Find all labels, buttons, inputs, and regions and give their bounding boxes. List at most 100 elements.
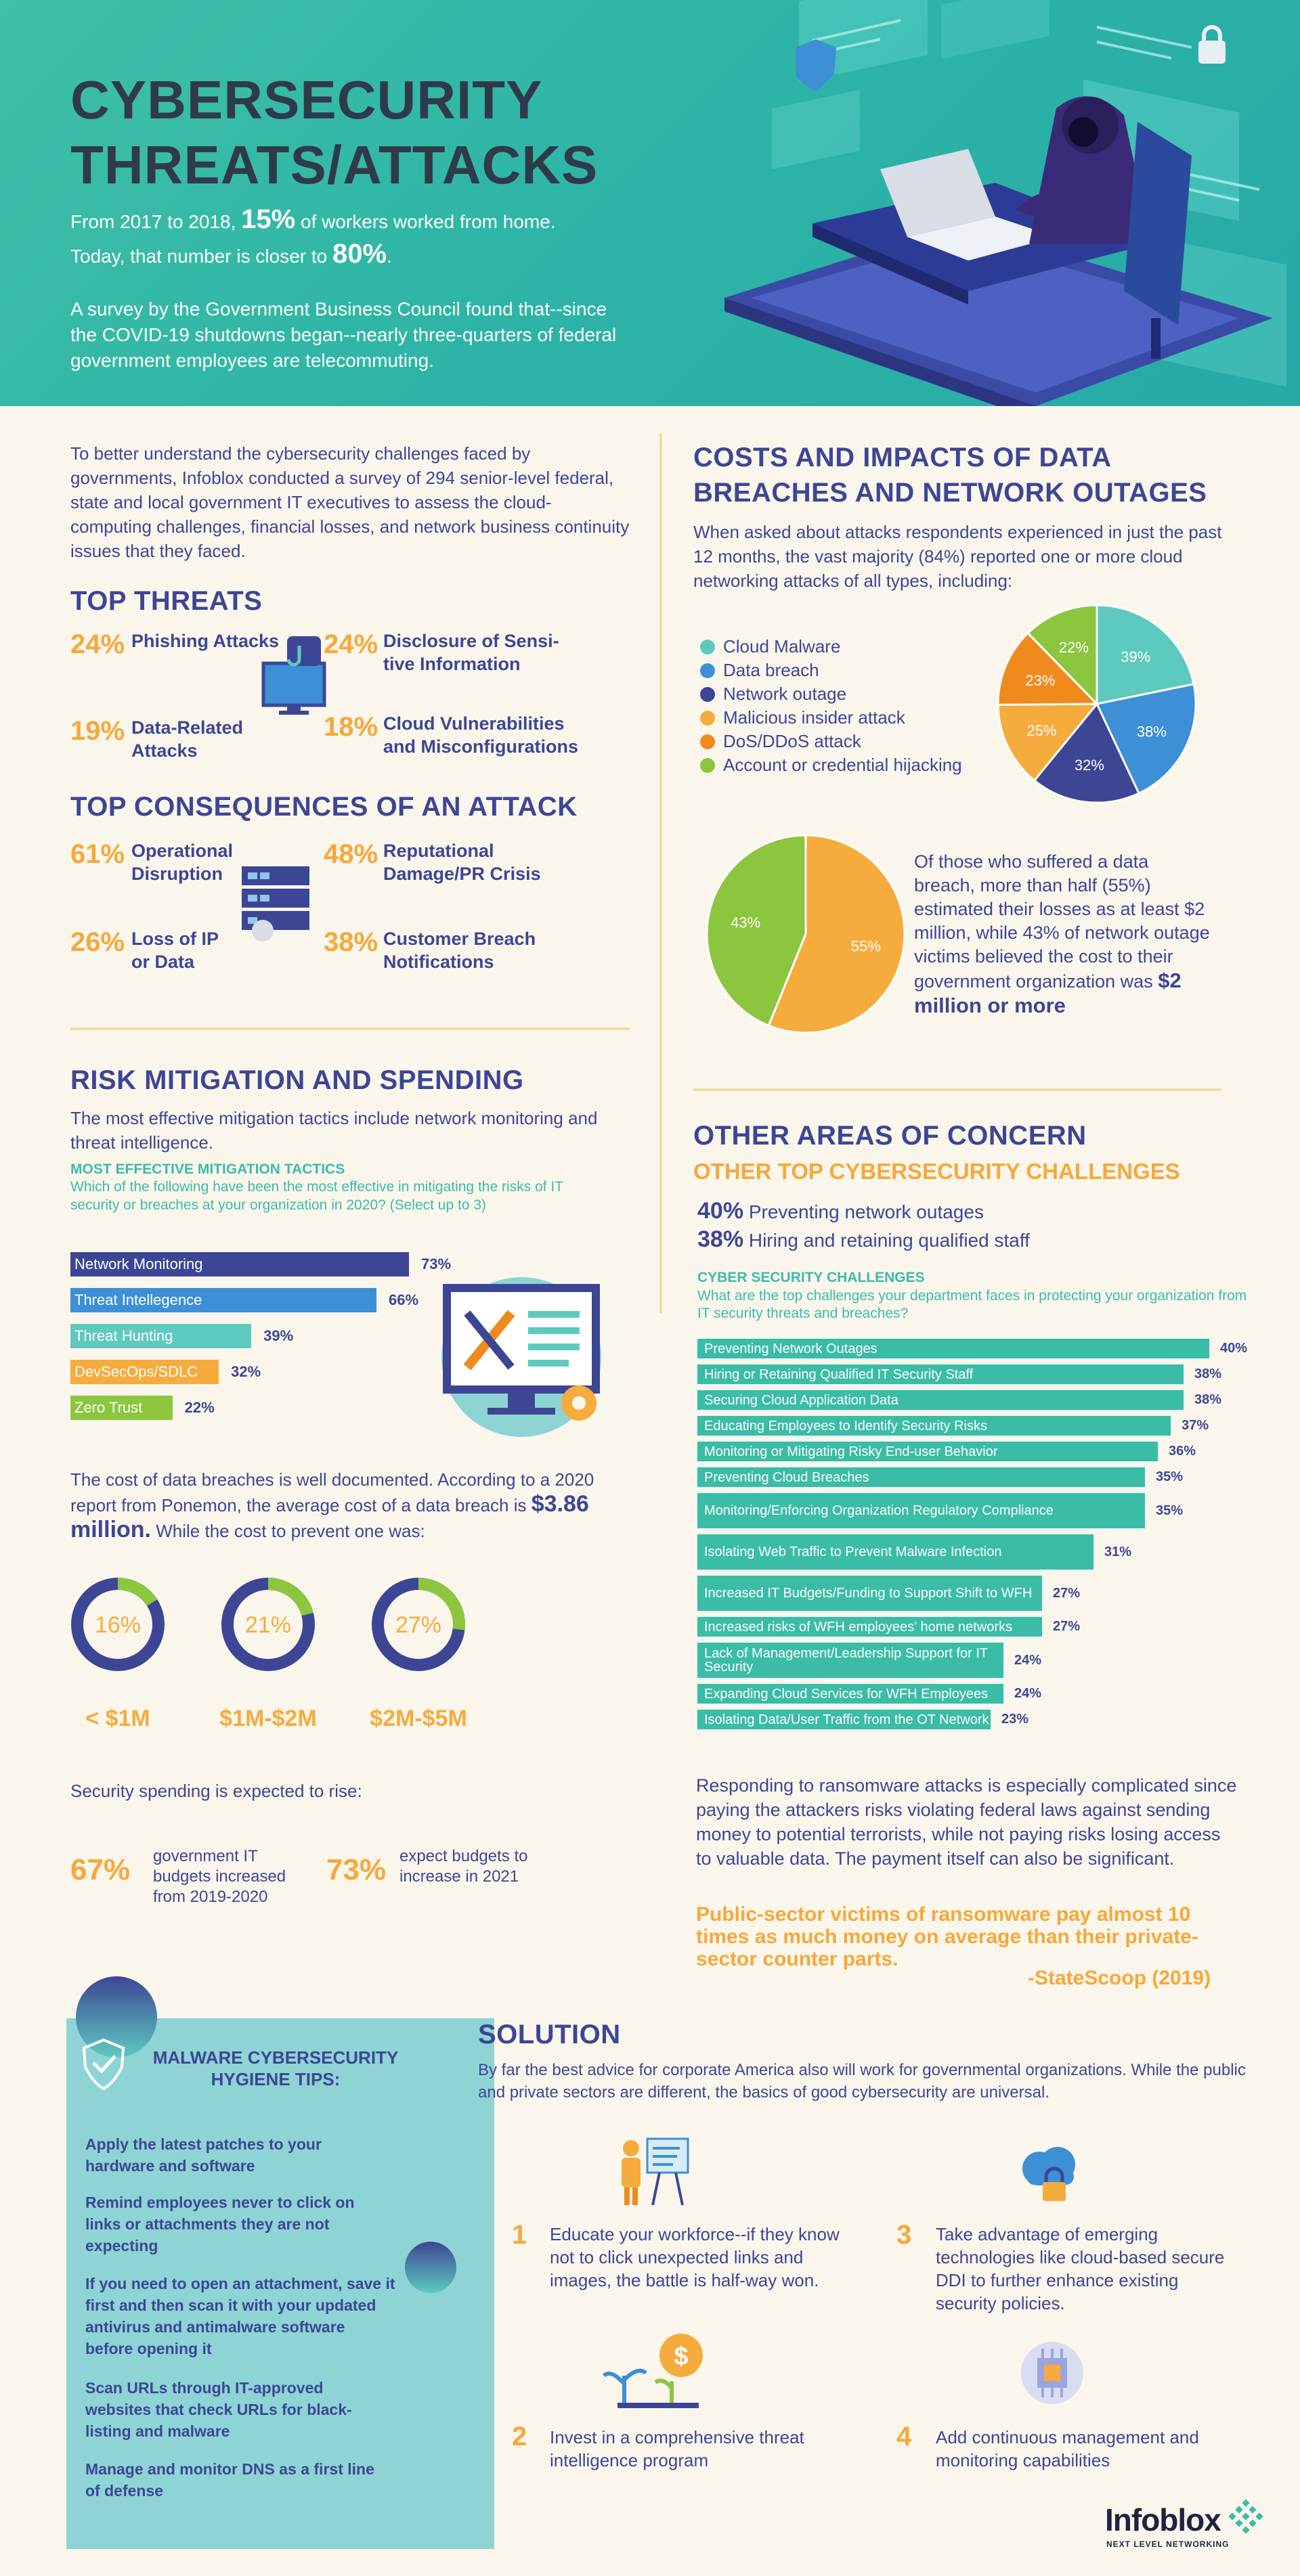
mitigation-row: Zero Trust 22% bbox=[70, 1396, 477, 1420]
legend-swatch bbox=[700, 639, 715, 654]
challenges-chart-question: What are the top challenges your departm… bbox=[697, 1288, 1247, 1321]
pie-slice bbox=[706, 834, 807, 1027]
hygiene-tip: If you need to open an attachment, save … bbox=[85, 2275, 395, 2357]
challenge-row: Preventing Network Outages 40% bbox=[696, 1337, 1292, 1360]
spend-label-2021: expect budgets to increase in 2021 bbox=[399, 1847, 528, 1886]
other-stat-2: 38% Hiring and retaining qualified staff bbox=[697, 1226, 1030, 1253]
decorative-dot bbox=[405, 2242, 456, 2293]
top-threats-title: TOP THREATS bbox=[70, 586, 263, 616]
mitigation-row: DevSecOps/SDLC 32% bbox=[70, 1360, 477, 1384]
challenge-bar: Monitoring or Mitigating Risky End-user … bbox=[696, 1440, 1159, 1463]
costs-text: When asked about attacks respondents exp… bbox=[693, 522, 1222, 591]
mitigation-value: 39% bbox=[263, 1327, 294, 1344]
challenge-value: 38% bbox=[1194, 1367, 1222, 1381]
other-title: OTHER AREAS OF CONCERN bbox=[693, 1121, 1087, 1151]
prevention-cost-donuts: 16% < $1M 21% $1M-$2M 27% $2M-$5M bbox=[71, 1578, 467, 1731]
pie-slice-label: 38% bbox=[1137, 724, 1167, 740]
chip-icon bbox=[1021, 2342, 1083, 2404]
mitigation-value: 73% bbox=[421, 1256, 452, 1272]
legend-label: Account or credential hijacking bbox=[723, 755, 962, 775]
challenge-bar: Isolating Web Traffic to Prevent Malware… bbox=[696, 1533, 1095, 1571]
divider bbox=[70, 1027, 630, 1030]
mitigation-row: Threat Hunting 39% bbox=[70, 1324, 477, 1348]
consequence-pct: 38% bbox=[324, 927, 378, 957]
pie-slice bbox=[767, 834, 906, 1034]
pie-slice bbox=[997, 703, 1100, 782]
legend-label: DoS/DDoS attack bbox=[723, 731, 861, 751]
legend-item: Network outage bbox=[700, 682, 962, 706]
solution-num-4: 4 bbox=[896, 2422, 912, 2451]
donut-arc bbox=[372, 1578, 465, 1671]
challenge-row: Educating Employees to Identify Security… bbox=[696, 1415, 1292, 1437]
donut-arc bbox=[221, 1578, 315, 1671]
legend-item: Cloud Malware bbox=[700, 635, 962, 659]
threat-label: Disclosure of Sensi-tive Information bbox=[383, 631, 559, 674]
teacher-icon bbox=[622, 2137, 689, 2206]
column-divider bbox=[659, 433, 662, 1313]
consequence-label: Operational Disruption bbox=[131, 841, 234, 884]
hero-line1-pre: From 2017 to 2018, bbox=[70, 211, 236, 232]
losses-paragraph: Of those who suffered a data breach, mor… bbox=[914, 850, 1212, 1019]
donut-category: $1M-$2M bbox=[219, 1706, 317, 1731]
risk-text: The most effective mitigation tactics in… bbox=[70, 1108, 598, 1153]
challenge-value: 27% bbox=[1053, 1619, 1081, 1634]
hero-line2-pct: 80% bbox=[332, 239, 387, 269]
page-title: CYBERSECURITY THREATS/ATTACKS bbox=[70, 70, 599, 195]
threat-pct: 24% bbox=[324, 629, 378, 659]
challenge-bar: Educating Employees to Identify Security… bbox=[696, 1415, 1172, 1437]
divider bbox=[693, 1088, 1221, 1091]
hygiene-tip: Scan URLs through IT-approved websites t… bbox=[85, 2379, 352, 2440]
pie-slice bbox=[997, 631, 1100, 706]
donut-arc bbox=[71, 1578, 165, 1671]
hero-stat-today: Today, that number is closer to 80%. bbox=[70, 239, 392, 269]
pie-slice-label: 22% bbox=[1059, 639, 1089, 656]
challenge-row: Isolating Data/User Traffic from the OT … bbox=[696, 1708, 1292, 1731]
mitigation-bar: Threat Hunting bbox=[70, 1324, 252, 1348]
threat-pct: 18% bbox=[324, 712, 378, 742]
losses-bold: $2 million or more bbox=[914, 969, 1182, 1017]
solution-item-1: Educate your workforce--if they know not… bbox=[550, 2224, 840, 2290]
pie-slice-label: 32% bbox=[1075, 757, 1104, 774]
mitigation-value: 32% bbox=[231, 1363, 261, 1380]
challenge-value: 37% bbox=[1182, 1418, 1209, 1433]
brand-name[interactable]: Infoblox bbox=[1105, 2502, 1221, 2537]
hero-line2-post: . bbox=[387, 246, 392, 267]
legend-item: DoS/DDoS attack bbox=[700, 730, 962, 753]
consequence-pct: 48% bbox=[324, 839, 378, 869]
challenge-value: 35% bbox=[1156, 1469, 1184, 1484]
challenge-bar: Preventing Cloud Breaches bbox=[696, 1466, 1146, 1488]
challenge-value: 24% bbox=[1014, 1686, 1042, 1701]
donut-value: 27% bbox=[395, 1612, 441, 1638]
losses-pie: 55% 43% bbox=[706, 834, 906, 1034]
legend-label: Malicious insider attack bbox=[723, 707, 905, 728]
challenge-row: Lack of Management/Leadership Support fo… bbox=[696, 1641, 1292, 1679]
threat-label: Cloud Vulnerabilities and Misconfigurati… bbox=[383, 713, 579, 757]
other-stat-2-pct: 38% bbox=[697, 1226, 744, 1252]
threat-pct: 24% bbox=[70, 629, 125, 659]
other-stat-2-label: Hiring and retaining qualified staff bbox=[748, 1230, 1030, 1251]
hero-stat-2018: From 2017 to 2018, 15% of workers worked… bbox=[70, 206, 556, 235]
legend-swatch bbox=[700, 686, 715, 702]
legend-swatch bbox=[700, 757, 715, 773]
challenge-bar: Isolating Data/User Traffic from the OT … bbox=[696, 1708, 992, 1731]
hero-line1-pct: 15% bbox=[241, 204, 296, 234]
average-cost: $3.86 million. bbox=[70, 1491, 589, 1542]
challenge-value: 31% bbox=[1104, 1544, 1132, 1559]
challenge-value: 38% bbox=[1194, 1392, 1222, 1407]
challenge-row: Preventing Cloud Breaches 35% bbox=[696, 1466, 1292, 1488]
threat-label: Phishing Attacks bbox=[131, 631, 280, 651]
challenge-row: Securing Cloud Application Data 38% bbox=[696, 1389, 1292, 1411]
legend-swatch bbox=[700, 710, 715, 726]
spend-label-2020: government IT budgets increased from 201… bbox=[153, 1847, 286, 1906]
challenge-bar: Increased risks of WFH employees' home n… bbox=[696, 1616, 1043, 1638]
challenge-row: Expanding Cloud Services for WFH Employe… bbox=[696, 1683, 1292, 1705]
challenge-bar: Preventing Network Outages bbox=[696, 1337, 1211, 1360]
mitigation-bar-chart: Network Monitoring 73% Threat Intellegence… bbox=[70, 1252, 477, 1431]
hacker-illustration bbox=[724, 0, 1286, 406]
pie-slice-label: 39% bbox=[1121, 648, 1150, 665]
svg-text:$: $ bbox=[674, 2342, 688, 2371]
cost-paragraph: The cost of data breaches is well docume… bbox=[70, 1467, 626, 1543]
spend-pct-2021: 73% bbox=[326, 1853, 387, 1886]
pie-slice bbox=[1095, 682, 1197, 795]
legend-swatch bbox=[700, 734, 715, 749]
